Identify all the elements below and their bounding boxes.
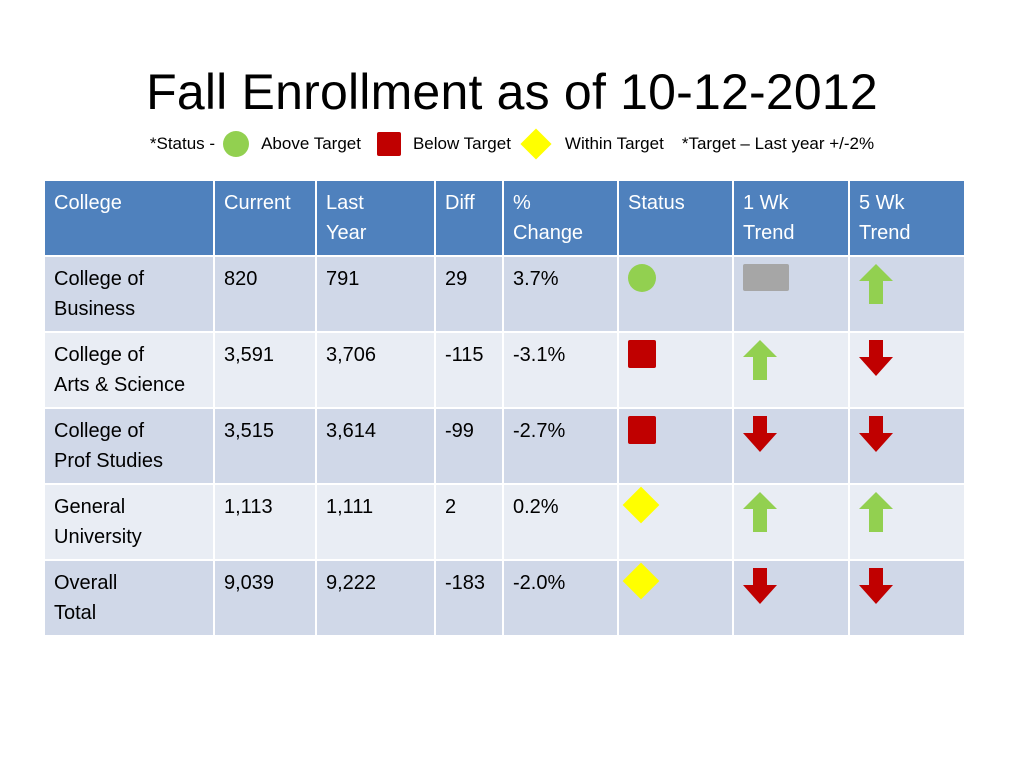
cell-status — [617, 407, 734, 485]
cell-status — [617, 331, 734, 409]
header-5wk-trend: 5 Wk Trend — [848, 179, 966, 257]
cell-1wk-trend — [732, 331, 850, 409]
cell-5wk-trend — [848, 331, 966, 409]
header-current: Current — [213, 179, 317, 257]
cell-diff: 2 — [434, 483, 504, 561]
enrollment-table: College Current Last Year Diff % Change … — [43, 179, 966, 637]
cell-current: 1,113 — [213, 483, 317, 561]
trend-flat-icon — [743, 264, 789, 291]
cell-status — [617, 483, 734, 561]
cell-current: 820 — [213, 255, 317, 333]
trend-down-arrow-icon — [859, 568, 893, 609]
legend-prefix: *Status - — [149, 134, 216, 153]
cell-5wk-trend — [848, 559, 966, 637]
header-percent-change: % Change — [502, 179, 619, 257]
status-red-square-icon — [628, 340, 656, 368]
status-red-square-icon — [628, 416, 656, 444]
header-college: College — [43, 179, 215, 257]
header-1wk-trend: 1 Wk Trend — [732, 179, 850, 257]
cell-percent-change: -2.0% — [502, 559, 619, 637]
cell-current: 9,039 — [213, 559, 317, 637]
legend-below-label: Below Target — [412, 134, 511, 153]
cell-college: General University — [43, 483, 215, 561]
cell-percent-change: 3.7% — [502, 255, 619, 333]
page-title: Fall Enrollment as of 10-12-2012 — [146, 64, 878, 120]
cell-status — [617, 559, 734, 637]
cell-diff: -183 — [434, 559, 504, 637]
cell-percent-change: 0.2% — [502, 483, 619, 561]
green-circle-icon — [223, 131, 250, 157]
table-header-row: College Current Last Year Diff % Change … — [43, 179, 966, 257]
cell-last-year: 3,614 — [315, 407, 436, 485]
table-row: Overall Total 9,039 9,222 -183 -2.0% — [43, 559, 966, 637]
status-green-circle-icon — [628, 264, 656, 292]
status-yellow-diamond-icon — [622, 486, 660, 524]
header-diff: Diff — [434, 179, 504, 257]
cell-1wk-trend — [732, 255, 850, 333]
table-row: College of Business 820 791 29 3.7% — [43, 255, 966, 333]
cell-diff: -99 — [434, 407, 504, 485]
cell-5wk-trend — [848, 407, 966, 485]
cell-1wk-trend — [732, 407, 850, 485]
table-row: College of Prof Studies 3,515 3,614 -99 -2.7… — [43, 407, 966, 485]
cell-last-year: 791 — [315, 255, 436, 333]
cell-college: Overall Total — [43, 559, 215, 637]
cell-percent-change: -2.7% — [502, 407, 619, 485]
table-row: College of Arts & Science 3,591 3,706 -115-… — [43, 331, 966, 409]
cell-status — [617, 255, 734, 333]
cell-college: College of Arts & Science — [43, 331, 215, 409]
legend-above-label: Above Target — [261, 134, 361, 153]
legend-target-note: *Target – Last year +/-2% — [681, 134, 875, 153]
trend-up-arrow-icon — [859, 492, 893, 537]
cell-1wk-trend — [732, 559, 850, 637]
trend-down-arrow-icon — [859, 340, 893, 381]
cell-college: College of Business — [43, 255, 215, 333]
cell-last-year: 9,222 — [315, 559, 436, 637]
cell-diff: -115 — [434, 331, 504, 409]
header-last-year: Last Year — [315, 179, 436, 257]
trend-up-arrow-icon — [743, 492, 777, 537]
cell-1wk-trend — [732, 483, 850, 561]
trend-down-arrow-icon — [859, 416, 893, 457]
red-square-icon — [376, 132, 401, 156]
cell-percent-change: -3.1% — [502, 331, 619, 409]
trend-down-arrow-icon — [743, 568, 777, 609]
status-yellow-diamond-icon — [622, 562, 660, 600]
cell-college: College of Prof Studies — [43, 407, 215, 485]
cell-5wk-trend — [848, 255, 966, 333]
trend-up-arrow-icon — [743, 340, 777, 385]
cell-last-year: 1,111 — [315, 483, 436, 561]
table-row: General University 1,113 1,111 2 0.2% — [43, 483, 966, 561]
status-legend: *Status - Above Target Below Target With… — [0, 127, 1024, 161]
trend-down-arrow-icon — [743, 416, 777, 457]
cell-current: 3,591 — [213, 331, 317, 409]
cell-5wk-trend — [848, 483, 966, 561]
yellow-diamond-icon — [519, 127, 553, 161]
cell-current: 3,515 — [213, 407, 317, 485]
cell-last-year: 3,706 — [315, 331, 436, 409]
legend-within-label: Within Target — [564, 134, 664, 153]
header-status: Status — [617, 179, 734, 257]
trend-up-arrow-icon — [859, 264, 893, 309]
cell-diff: 29 — [434, 255, 504, 333]
